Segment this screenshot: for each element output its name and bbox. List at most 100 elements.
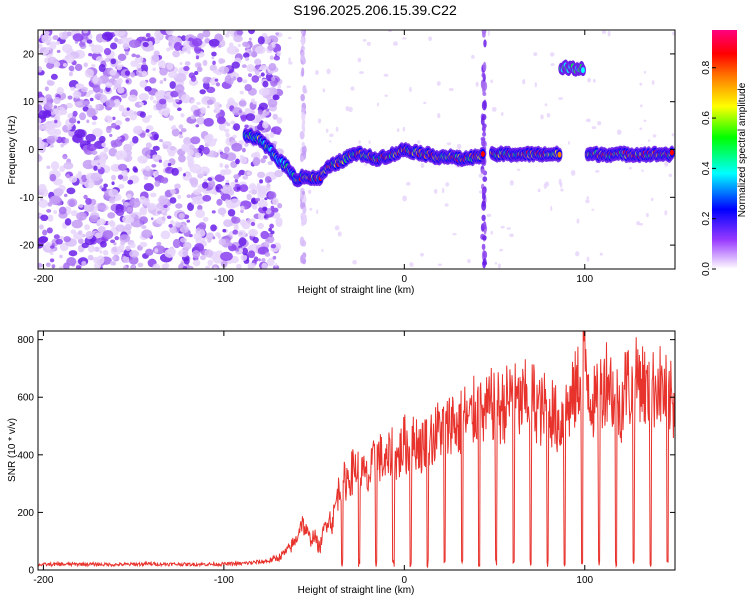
noise-blob (94, 156, 100, 160)
noise-blob (171, 128, 180, 137)
noise-blob (233, 123, 241, 131)
noise-blob (601, 30, 607, 34)
noise-blob (197, 173, 204, 179)
noise-blob (267, 191, 277, 200)
noise-blob (142, 116, 151, 123)
noise-blob (84, 236, 95, 246)
noise-blob (202, 146, 210, 155)
noise-blob (174, 183, 181, 190)
noise-blob (202, 194, 212, 202)
noise-blob (62, 62, 68, 67)
noise-blob (133, 111, 137, 115)
vertical-streak-0 (301, 239, 307, 247)
noise-blob (500, 225, 505, 229)
noise-blob (47, 214, 54, 222)
noise-blob (72, 91, 82, 99)
noise-blob (533, 52, 538, 57)
noise-blob (198, 229, 206, 237)
noise-blob (81, 260, 87, 267)
noise-blob (125, 79, 130, 84)
noise-blob (376, 102, 379, 107)
noise-blob (277, 84, 282, 89)
noise-blob (154, 180, 161, 187)
noise-blob (55, 238, 63, 245)
noise-blob (270, 76, 276, 81)
noise-blob (257, 222, 264, 230)
colorbar: 0.0 0.2 0.4 0.6 0.8 Normalized spectral ampl… (701, 30, 748, 276)
noise-blob (506, 227, 511, 230)
noise-blob (218, 69, 223, 73)
noise-blob (42, 229, 48, 236)
noise-blob (181, 143, 190, 152)
noise-blob (92, 247, 96, 252)
noise-blob (368, 140, 371, 144)
noise-blob (223, 219, 233, 228)
noise-blob (203, 179, 208, 183)
noise-blob (179, 61, 183, 66)
noise-blob (190, 99, 195, 103)
noise-blob (516, 168, 521, 171)
noise-blob (233, 174, 240, 180)
noise-blob (272, 113, 278, 120)
noise-blob (66, 187, 76, 195)
noise-blob (494, 262, 498, 265)
noise-blob (83, 194, 88, 200)
vertical-streak-0 (301, 67, 305, 77)
snr-y-tick-label-1: 200 (17, 508, 34, 519)
noise-blob (287, 36, 292, 40)
noise-blob (117, 174, 124, 180)
noise-blob (235, 158, 240, 165)
noise-blob (99, 250, 103, 254)
noise-blob (350, 86, 355, 91)
noise-blob (167, 162, 172, 167)
noise-blob (99, 185, 103, 189)
noise-blob (326, 68, 331, 75)
noise-blob (190, 75, 197, 82)
noise-blob (156, 241, 162, 246)
noise-blob (490, 79, 493, 84)
noise-blob (179, 237, 187, 243)
noise-blob (111, 181, 115, 186)
noise-blob (144, 205, 147, 209)
noise-blob (203, 117, 214, 127)
noise-blob (194, 70, 199, 76)
noise-blob (225, 132, 230, 138)
vertical-streak-0 (300, 254, 304, 264)
noise-blob (224, 199, 230, 204)
noise-blob (264, 133, 270, 138)
noise-blob (258, 75, 262, 79)
noise-blob (98, 64, 106, 73)
noise-blob (220, 188, 224, 192)
noise-blob (417, 140, 421, 144)
spectrogram-x-tick-label-1: -100 (214, 274, 234, 285)
noise-blob (406, 182, 411, 186)
noise-blob (111, 122, 117, 129)
noise-blob (54, 188, 64, 196)
noise-blob (52, 35, 59, 41)
noise-blob (117, 53, 127, 61)
noise-blob (78, 204, 84, 208)
vertical-streak-1 (481, 82, 486, 91)
noise-blob (87, 254, 94, 261)
colorbar-tick-label-3: 0.6 (701, 111, 712, 125)
noise-blob (264, 197, 268, 201)
noise-blob (114, 236, 120, 241)
noise-blob (46, 135, 56, 145)
noise-blob (67, 31, 72, 37)
noise-blob (208, 180, 216, 188)
noise-blob (238, 109, 242, 114)
noise-blob (227, 77, 234, 85)
noise-blob (89, 97, 94, 102)
noise-blob (269, 223, 274, 229)
noise-blob (93, 165, 98, 171)
noise-blob (166, 166, 171, 171)
noise-blob (131, 213, 136, 218)
noise-blob (45, 262, 51, 267)
noise-blob (162, 144, 169, 150)
noise-blob (114, 196, 119, 202)
noise-blob (259, 179, 264, 184)
noise-blob (75, 83, 82, 89)
noise-blob (316, 209, 319, 215)
vertical-streak-1 (482, 258, 487, 265)
noise-blob (49, 245, 55, 249)
